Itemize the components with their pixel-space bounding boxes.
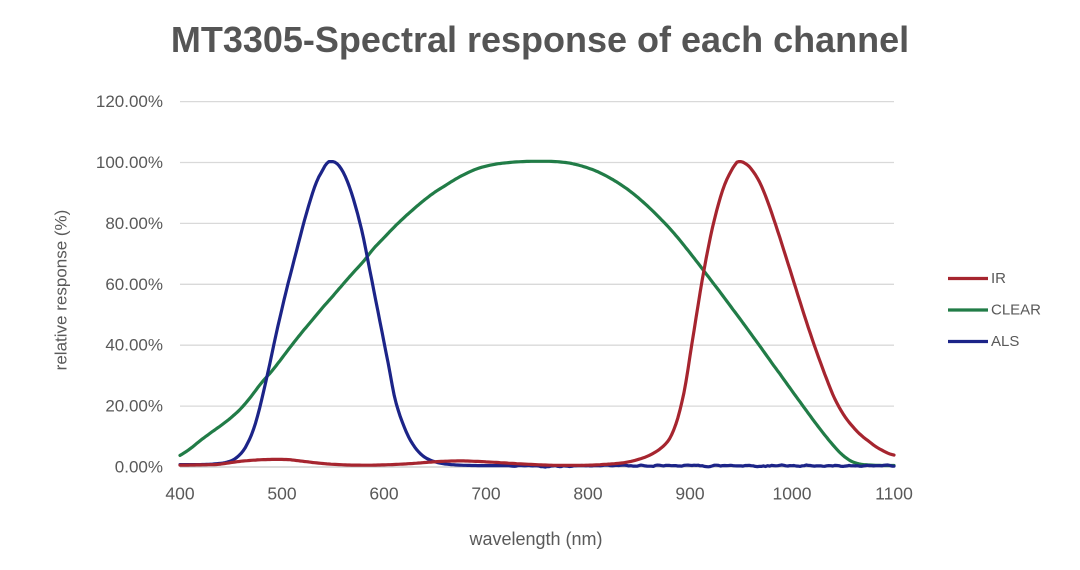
svg-text:1000: 1000 — [773, 484, 812, 504]
svg-text:800: 800 — [573, 484, 602, 504]
svg-text:20.00%: 20.00% — [105, 397, 163, 416]
svg-text:40.00%: 40.00% — [105, 336, 163, 355]
svg-text:IR: IR — [991, 270, 1006, 287]
svg-text:wavelength (nm): wavelength (nm) — [468, 529, 602, 549]
svg-text:0.00%: 0.00% — [115, 458, 163, 477]
svg-text:CLEAR: CLEAR — [991, 302, 1041, 319]
svg-text:100.00%: 100.00% — [96, 153, 163, 172]
svg-text:ALS: ALS — [991, 333, 1019, 350]
svg-text:120.00%: 120.00% — [96, 92, 163, 111]
svg-text:relative response (%): relative response (%) — [52, 210, 71, 371]
svg-text:400: 400 — [165, 484, 194, 504]
svg-text:60.00%: 60.00% — [105, 275, 163, 294]
svg-text:700: 700 — [471, 484, 500, 504]
svg-text:80.00%: 80.00% — [105, 214, 163, 233]
svg-text:500: 500 — [267, 484, 296, 504]
svg-text:600: 600 — [369, 484, 398, 504]
svg-text:1100: 1100 — [875, 484, 913, 504]
svg-text:900: 900 — [675, 484, 704, 504]
svg-text:MT3305-Spectral response of ea: MT3305-Spectral response of each channel — [171, 19, 909, 60]
